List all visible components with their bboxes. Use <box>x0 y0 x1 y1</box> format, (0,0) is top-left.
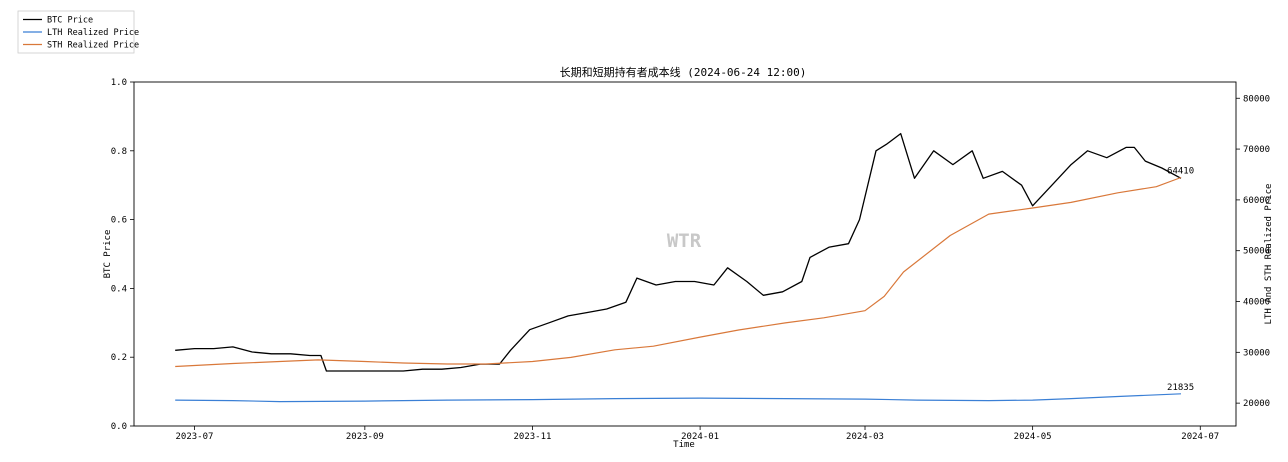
x-tick-label: 2024-03 <box>846 432 884 442</box>
series-line-lth-realized-price <box>175 393 1182 403</box>
y-left-axis-label: BTC Price <box>103 230 113 279</box>
series-layer <box>175 132 1182 403</box>
x-axis-ticks: 2023-07 2023-09 2023-11 2024-01 2024-03 2024-… <box>175 426 1219 442</box>
y-left-tick-label: 1.0 <box>111 78 127 88</box>
legend: BTC Price LTH Realized Price STH Realize… <box>17 10 139 54</box>
x-tick-label: 2023-11 <box>514 432 552 442</box>
y-left-tick-label: 0.8 <box>111 147 127 157</box>
y-left-tick-label: 0.2 <box>111 353 127 363</box>
y-right-tick-label: 30000 <box>1243 348 1270 358</box>
y-left-tick-label: 0.6 <box>111 216 127 226</box>
x-tick-label: 2023-07 <box>175 432 213 442</box>
x-axis-label: Time <box>673 440 695 450</box>
legend-label-sth: STH Realized Price <box>47 41 139 51</box>
legend-label-btc: BTC Price <box>47 16 93 26</box>
x-tick-label: 2024-07 <box>1181 432 1219 442</box>
y-right-tick-label: 70000 <box>1243 145 1270 155</box>
y-right-axis-ticks: 20000 30000 40000 50000 60000 70000 80000 <box>1236 94 1270 409</box>
end-value-label: 64410 <box>1167 166 1194 176</box>
end-value-label: 21835 <box>1167 383 1194 393</box>
x-tick-label: 2023-09 <box>346 432 384 442</box>
y-left-axis-ticks: 0.0 0.2 0.4 0.6 0.8 1.0 <box>111 78 134 432</box>
x-tick-label: 2024-01 <box>681 432 719 442</box>
y-left-tick-label: 0.0 <box>111 422 127 432</box>
y-right-axis-label: LTH And STH Realized Price <box>1264 184 1274 325</box>
plot-area <box>133 81 1237 427</box>
y-left-tick-label: 0.4 <box>111 284 127 294</box>
legend-label-lth: LTH Realized Price <box>47 28 139 38</box>
x-tick-label: 2024-05 <box>1014 432 1052 442</box>
annotations: 64410 21835 <box>1167 166 1194 392</box>
y-right-tick-label: 80000 <box>1243 94 1270 104</box>
series-line-btc-price <box>175 132 1182 372</box>
y-right-tick-label: 40000 <box>1243 298 1270 308</box>
chart-title: 长期和短期持有者成本线 (2024-06-24 12:00) <box>560 65 807 79</box>
watermark: WTR <box>667 230 702 252</box>
series-line-sth-realized-price <box>175 176 1182 368</box>
y-right-tick-label: 20000 <box>1243 399 1270 409</box>
y-right-tick-label: 50000 <box>1243 247 1270 257</box>
y-right-tick-label: 60000 <box>1243 196 1270 206</box>
